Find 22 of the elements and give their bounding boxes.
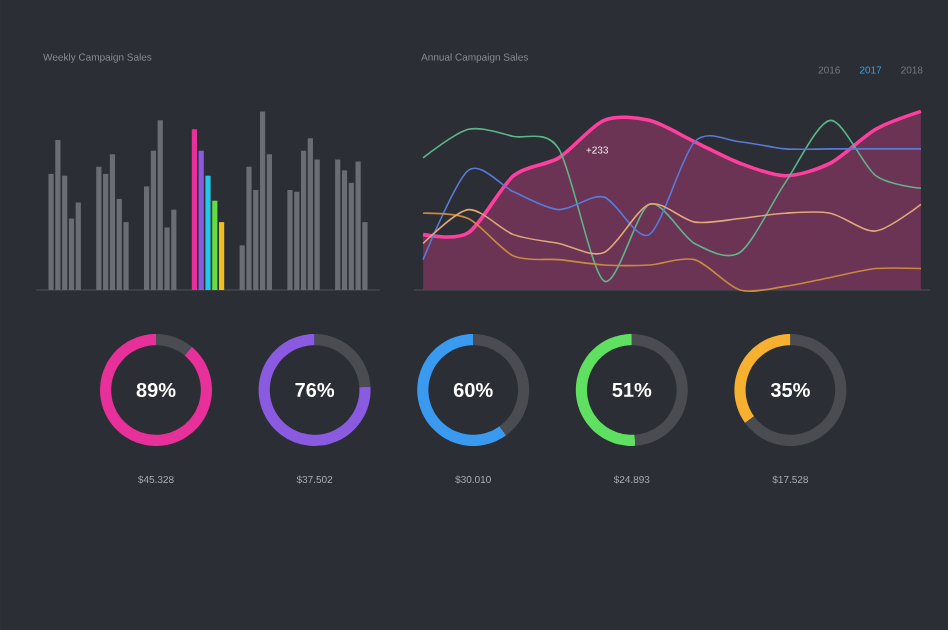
bar	[259, 111, 266, 290]
bar	[75, 202, 81, 290]
bar	[219, 222, 225, 290]
bar	[55, 139, 61, 290]
bar	[157, 120, 163, 290]
bar	[246, 166, 252, 290]
bar	[212, 200, 218, 290]
bar	[198, 150, 204, 290]
bar	[355, 161, 361, 290]
bar	[335, 159, 341, 290]
bar	[205, 175, 211, 290]
bar	[171, 209, 177, 290]
text: 76%	[295, 382, 335, 398]
text: 35%	[770, 382, 810, 398]
text: 51%	[612, 382, 652, 398]
text: 60%	[453, 382, 493, 398]
bar	[191, 129, 197, 290]
text: 89%	[136, 382, 176, 398]
bar	[287, 189, 293, 290]
bar	[109, 154, 116, 290]
bar	[307, 138, 313, 290]
bar	[96, 166, 102, 290]
